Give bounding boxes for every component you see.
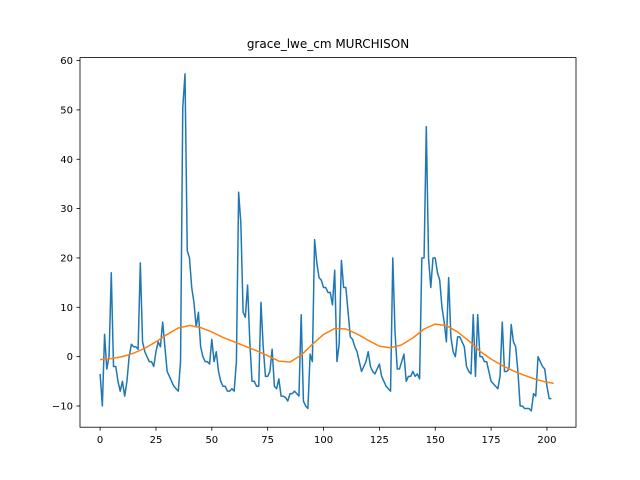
y-axis-ticks: −10 0 10 20 30 40 50 60 [52, 56, 80, 412]
x-tick-label: 25 [150, 435, 163, 446]
x-tick-label: 200 [537, 435, 556, 446]
plot-frame [79, 57, 577, 428]
x-tick-label: 175 [482, 435, 501, 446]
chart-title: grace_lwe_cm MURCHISON [247, 37, 409, 51]
plot-area [80, 57, 576, 428]
y-tick-label: 30 [60, 204, 73, 215]
y-tick-label: 10 [60, 303, 73, 314]
x-tick-label: 75 [261, 435, 274, 446]
y-tick-label: 20 [60, 253, 73, 264]
series-layer [99, 73, 554, 412]
x-tick-label: 125 [370, 435, 389, 446]
x-tick-label: 50 [205, 435, 218, 446]
series-line-1 [99, 73, 552, 412]
x-tick-label: 150 [426, 435, 445, 446]
y-tick-label: 50 [60, 105, 73, 116]
x-tick-label: 100 [314, 435, 333, 446]
y-tick-label: 0 [67, 352, 73, 363]
x-axis-ticks: 0 25 50 75 100 125 150 175 200 [97, 427, 557, 446]
y-tick-label: −10 [52, 401, 73, 412]
y-tick-label: 60 [60, 56, 73, 67]
x-tick-label: 0 [97, 435, 103, 446]
y-tick-label: 40 [60, 155, 73, 166]
series-line-2 [100, 323, 554, 385]
